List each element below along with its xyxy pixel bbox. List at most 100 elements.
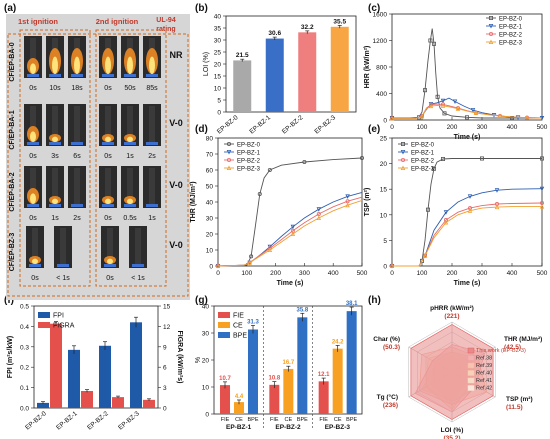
- burner-flame: [104, 264, 116, 267]
- tsp-data-point: [425, 207, 430, 212]
- specimen-bar: [149, 106, 155, 144]
- pe-legend-swatch: [218, 322, 230, 328]
- loi-value-label: 30.6: [268, 30, 281, 37]
- loi-y-tick-label: 5: [217, 98, 221, 105]
- loi-y-tick-label: 25: [214, 50, 222, 57]
- tsp-x-tick-label: 200: [447, 270, 458, 277]
- tsp-data-point: [494, 188, 500, 193]
- outer-box: [7, 33, 189, 297]
- time-label: 1s: [126, 153, 134, 160]
- burner-flame: [71, 142, 83, 145]
- flame-core: [149, 56, 155, 74]
- hrr-legend-label: EP-BZ-3: [499, 40, 523, 46]
- specimen-bar: [149, 168, 155, 206]
- radar-legend-label: This work (EP-BZ-3): [476, 348, 526, 354]
- radar-legend-label: Ref.42: [476, 386, 492, 392]
- thr-series-line-EP-BZ-1: [217, 191, 363, 267]
- thr-data-point: [345, 194, 350, 199]
- loi-y-tick-label: 0: [217, 110, 221, 117]
- radar-axis-value: (236): [383, 402, 398, 409]
- thr-y-tick-label: 60: [206, 168, 214, 175]
- hrr-x-tick-label: 300: [477, 124, 488, 131]
- tsp-y-label: TSP (m²): [364, 188, 371, 217]
- hrr-legend-marker: [488, 23, 494, 29]
- pe-value-label: 16.7: [282, 360, 294, 366]
- pe-value-label: 10.8: [268, 376, 280, 382]
- burner-flame: [49, 74, 61, 77]
- time-label: 1s: [148, 215, 156, 222]
- panel-label-e: (e): [368, 124, 380, 135]
- flame-core: [127, 56, 133, 74]
- panel-label-f: (f): [4, 295, 14, 306]
- sample-label: CF/EP-BA-1: [9, 110, 16, 149]
- thr-x-tick-label: 0: [216, 270, 220, 277]
- thr-legend-label: EP-BZ-2: [237, 158, 261, 164]
- fpi-y-tick-label: 0.5: [20, 304, 29, 311]
- tsp-data-point: [539, 204, 545, 209]
- burner-flame: [102, 74, 114, 77]
- hrr-x-tick-label: 200: [447, 124, 458, 131]
- radar-legend-label: Ref.39: [476, 363, 492, 369]
- thr-y-tick-label: 0: [209, 264, 213, 271]
- tsp-x-tick-label: 500: [537, 270, 548, 277]
- figra-bar: [81, 391, 93, 408]
- loi-category-label: EP-BZ-1: [248, 114, 272, 136]
- pe-y-tick-label: 0: [205, 412, 209, 419]
- pe-group-label: EP-BZ-3: [325, 424, 351, 431]
- fpi-plot-frame: [33, 305, 159, 409]
- hrr-data-point: [455, 106, 461, 111]
- tsp-x-tick-label: 100: [417, 270, 428, 277]
- loi-bar: [265, 38, 284, 113]
- pe-y-tick-label: 30: [202, 331, 210, 338]
- hrr-y-tick-label: 800: [376, 65, 387, 72]
- pe-category-label: FIE: [319, 417, 328, 423]
- burner-flame: [27, 142, 39, 145]
- tsp-legend-marker: [400, 141, 405, 146]
- time-label: 0s: [29, 153, 37, 160]
- pe-bar-ce: [234, 402, 244, 414]
- second-ignition-box: [95, 29, 167, 287]
- radar-legend-label: Ref.41: [476, 378, 492, 384]
- hrr-x-tick-label: 500: [537, 124, 548, 131]
- sample-label: CF/EP-BA-2: [9, 172, 16, 211]
- thr-x-tick-label: 100: [241, 270, 252, 277]
- thr-data-point: [267, 247, 273, 253]
- burner-flame: [27, 74, 39, 77]
- pe-bar-bpe: [248, 329, 258, 414]
- hrr-data-point: [389, 115, 395, 121]
- tsp-data-point: [539, 186, 545, 192]
- radar-axis-label: TSP (m²): [506, 396, 533, 403]
- radar-axis-value: (11.5): [506, 404, 523, 411]
- hrr-data-point: [422, 88, 427, 93]
- time-label: 0s: [106, 275, 114, 282]
- pe-group-label: EP-BZ-2: [275, 424, 301, 431]
- tsp-legend-label: EP-BZ-1: [411, 150, 435, 156]
- hrr-y-tick-label: 1600: [373, 12, 388, 19]
- specimen-bar: [127, 106, 133, 144]
- tsp-y-tick-label: 0: [383, 264, 387, 271]
- burner-flame: [146, 74, 158, 77]
- header-first-ignition: 1st ignition: [18, 17, 58, 26]
- fpi-bar: [99, 345, 111, 408]
- figra-y-tick-label: 0: [163, 406, 167, 413]
- panel-label-h: (h): [368, 295, 381, 306]
- flame-core: [105, 56, 111, 74]
- tsp-x-tick-label: 0: [390, 270, 394, 277]
- thr-y-tick-label: 40: [206, 200, 214, 207]
- burner-flame: [49, 142, 61, 145]
- time-label: 18s: [71, 85, 83, 92]
- tsp-plot-frame: [391, 137, 543, 267]
- loi-bar: [330, 26, 349, 112]
- loi-y-tick-label: 35: [214, 26, 222, 33]
- burner-flame: [102, 142, 114, 145]
- thr-data-point: [257, 191, 262, 196]
- radar-axis-value: (35.2): [444, 435, 461, 439]
- rating-title: UL-94: [156, 17, 176, 24]
- thr-x-tick-label: 300: [299, 270, 310, 277]
- hrr-legend-label: EP-BZ-1: [499, 24, 523, 30]
- panel-label-d: (d): [195, 124, 208, 135]
- tsp-legend-label: EP-BZ-3: [411, 166, 435, 172]
- hrr-x-tick-label: 0: [390, 124, 394, 131]
- time-label: 6s: [73, 153, 81, 160]
- fpi-legend-swatch: [38, 312, 50, 318]
